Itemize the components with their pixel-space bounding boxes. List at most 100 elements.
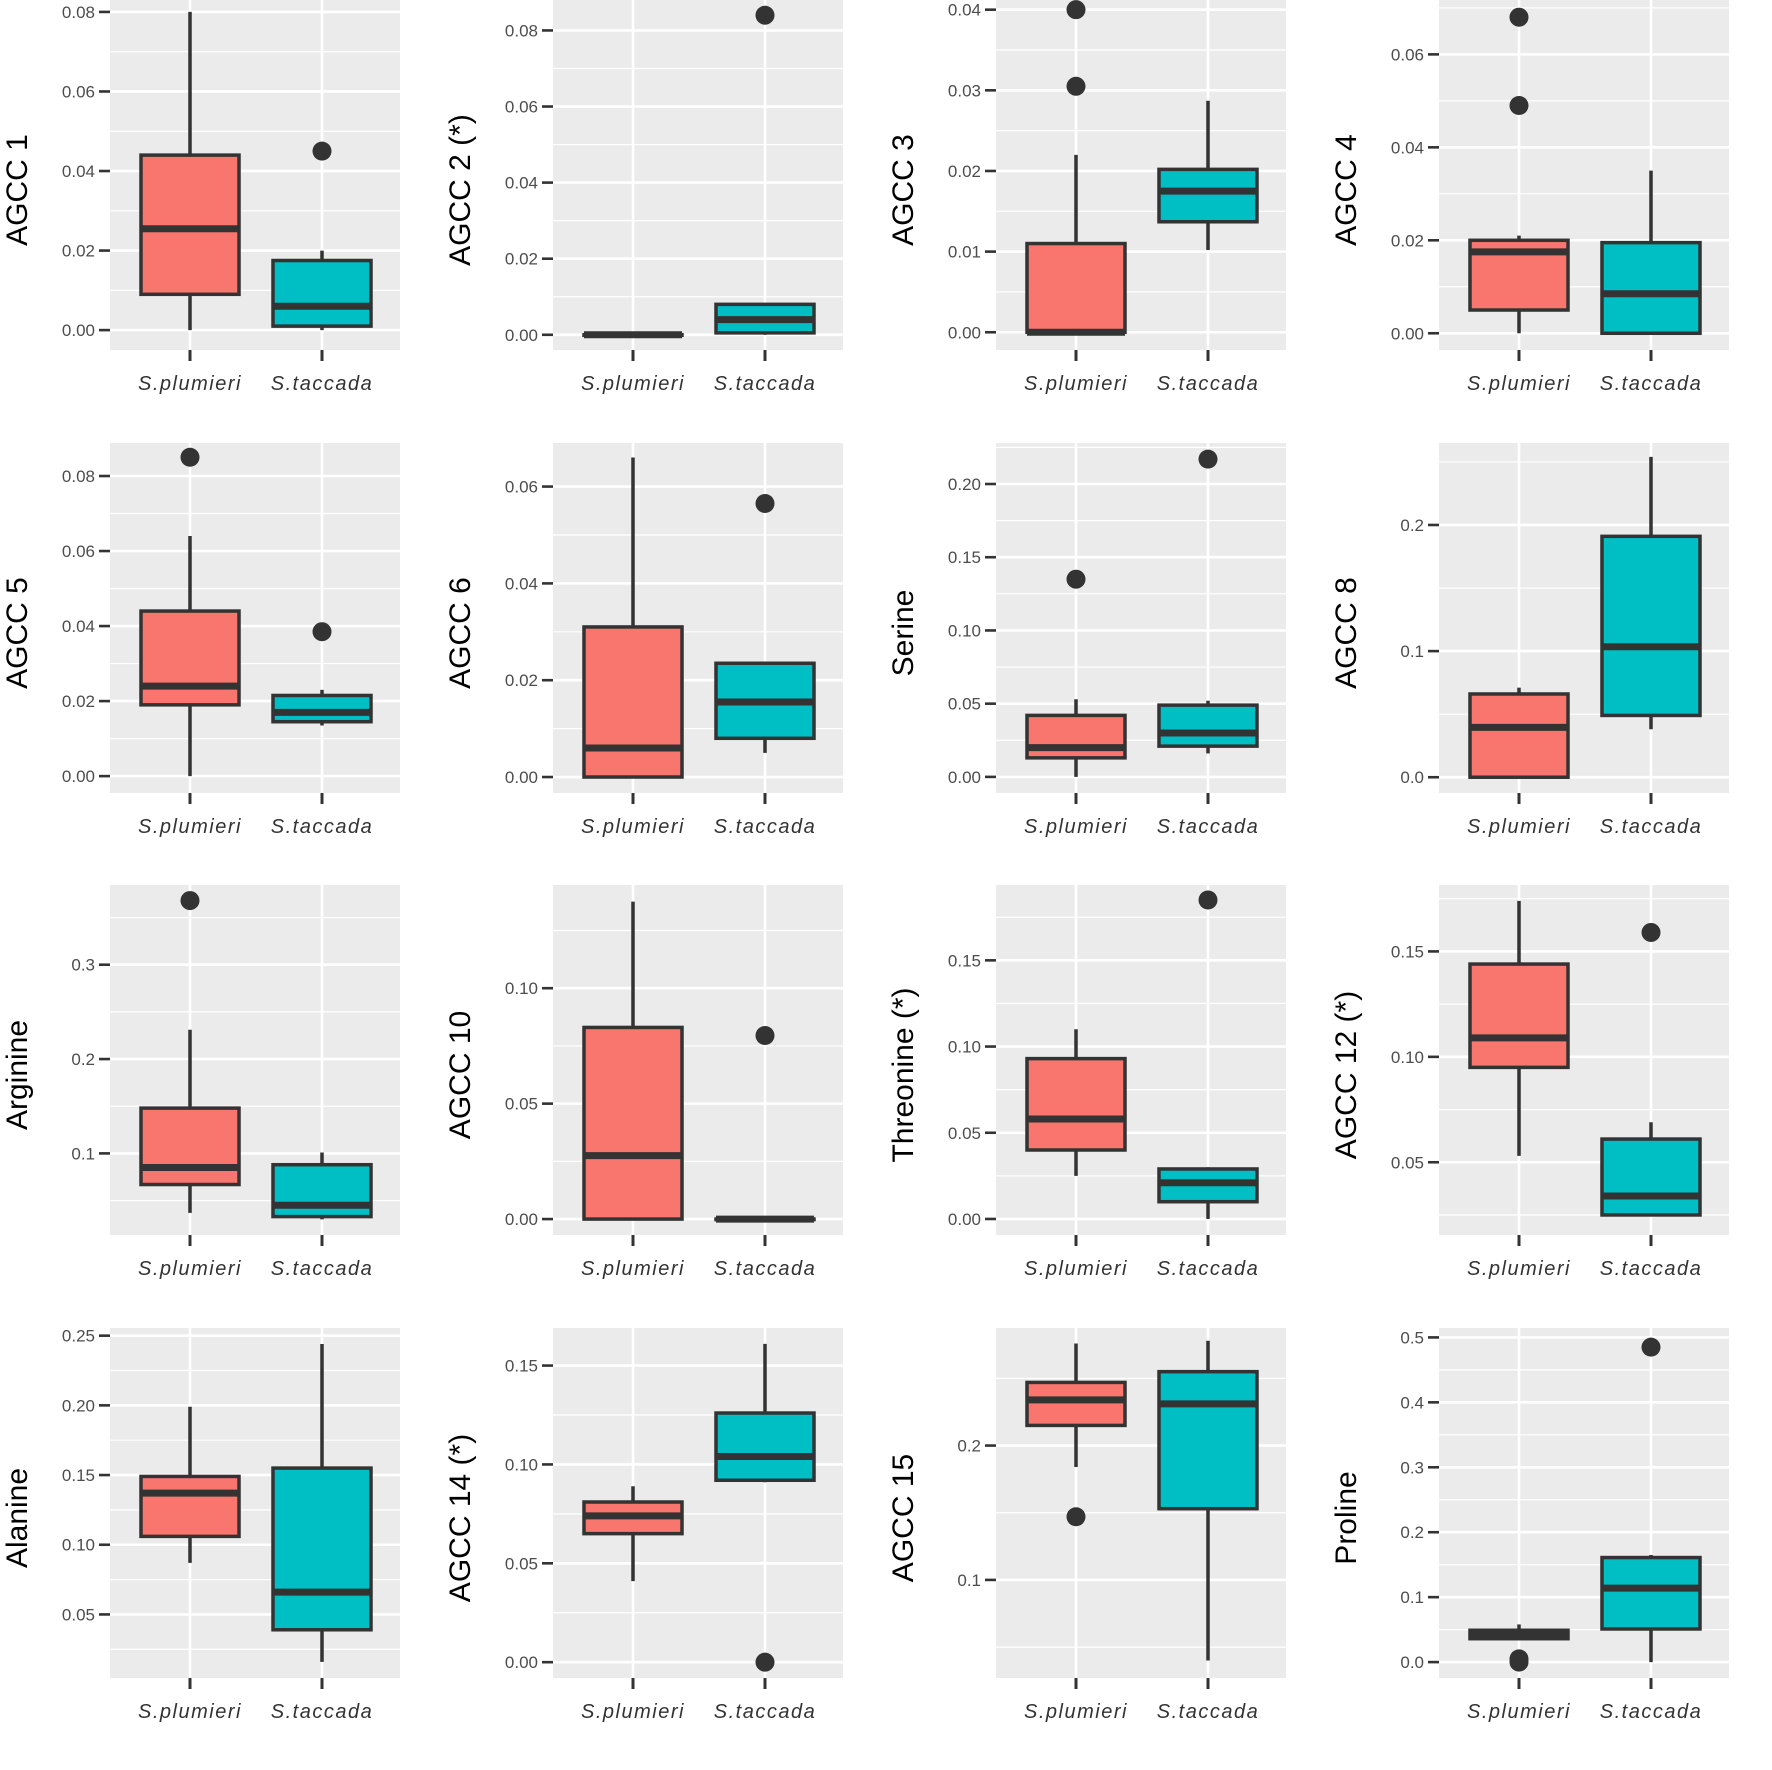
y-tick-label: 0.00 [1391,324,1424,343]
y-tick-label: 0.04 [62,617,95,636]
outlier-point [312,141,332,161]
outlier-point [1509,96,1529,116]
panel-agcc-4: 0.00 0.02 0.04 0.06 S.plumieri S.taccada AGCC … [1329,0,1772,443]
y-tick-label: 0.1 [1400,642,1424,661]
x-tick-label: S.taccada [271,373,373,395]
iqr-box [271,258,373,328]
iqr-box [271,1162,373,1219]
x-tick-label: S.taccada [714,1258,816,1280]
y-axis-title: Threonine (*) [887,987,920,1162]
y-tick-label: 0.20 [948,475,981,494]
y-tick-label: 0.04 [505,174,538,193]
boxplot-svg: 0.00 0.02 0.04 0.06 S.plumieri S.taccada AGCC … [1330,0,1729,395]
box-s-plumieri [139,891,241,1213]
x-tick-label: S.plumieri [1467,1701,1571,1723]
outlier-point [1198,890,1218,910]
y-tick-label: 0.00 [948,323,981,342]
y-tick-label: 0.15 [505,1356,538,1375]
boxplot-svg: 0.1 0.2 0.3 S.plumieri S.taccada Arginine [1,885,400,1280]
x-tick-label: S.plumieri [1467,373,1571,395]
y-tick-label: 0.00 [948,767,981,786]
y-tick-label: 0.10 [1391,1048,1424,1067]
y-tick-label: 0.04 [505,574,538,593]
y-axis-title: AGCC 2 (*) [444,114,477,266]
y-tick-label: 0.15 [948,951,981,970]
box-s-plumieri [1025,1342,1127,1526]
y-axis-title: AGCC 1 [1,134,34,246]
box-s-taccada [1157,1340,1259,1661]
y-tick-label: 0.08 [62,3,95,22]
x-tick-label: S.taccada [714,816,816,838]
outlier-point [180,891,200,911]
boxplot-svg: 0.00 0.02 0.04 0.06 0.08 S.plumieri S.taccada A… [444,0,843,395]
x-tick-label: S.taccada [1157,1701,1259,1723]
outlier-point [1641,1337,1661,1357]
x-tick-label: S.taccada [1157,373,1259,395]
outlier-point [1066,76,1086,96]
y-tick-label: 0.2 [1400,1523,1424,1542]
iqr-box [1157,167,1259,224]
iqr-box [139,1474,241,1538]
y-tick-label: 0.06 [62,82,95,101]
x-tick-label: S.taccada [714,373,816,395]
boxplot-svg: 0.00 0.02 0.04 0.06 0.08 S.plumieri S.taccada A… [1,442,400,838]
outlier-point [1509,1648,1529,1668]
box-s-taccada [1600,456,1702,729]
y-tick-label: 0.1 [1400,1588,1424,1607]
y-tick-label: 0.05 [948,694,981,713]
x-tick-label: S.plumieri [581,816,685,838]
iqr-box [714,1410,816,1482]
boxplot-svg: 0.00 0.05 0.10 0.15 S.plumieri S.taccada AGCC … [444,1327,843,1723]
panel-agcc-15: 0.1 0.2 S.plumieri S.taccada AGCC 15 [886,1327,1329,1770]
boxplot-svg: 0.0 0.1 0.2 0.3 0.4 0.5 S.plumieri S.taccada Pro… [1330,1327,1729,1723]
y-tick-label: 0.05 [1391,1153,1424,1172]
panel-agcc-8: 0.0 0.1 0.2 S.plumieri S.taccada AGCC 8 [1329,442,1772,886]
boxplot-svg: 0.00 0.05 0.10 0.15 S.plumieri S.taccada Threo… [887,885,1286,1280]
box-s-plumieri [1468,687,1570,779]
y-tick-label: 0.02 [505,671,538,690]
x-tick-label: S.plumieri [1467,816,1571,838]
iqr-box [1025,1380,1127,1427]
y-axis-title: AGCC 4 [1330,134,1363,246]
x-tick-label: S.plumieri [1024,373,1128,395]
y-axis-title: AGCC 15 [887,1453,920,1581]
x-tick-label: S.plumieri [138,1701,242,1723]
iqr-box [1157,1369,1259,1510]
box-s-taccada [271,1343,373,1662]
panel-threonine: 0.00 0.05 0.10 0.15 S.plumieri S.taccada Threo… [886,885,1329,1328]
box-s-plumieri [139,1406,241,1563]
y-axis-title: AGCC 3 [887,134,920,246]
box-s-taccada [1157,449,1259,753]
boxplot-svg: 0.05 0.10 0.15 0.20 0.25 S.plumieri S.taccada A… [1,1327,400,1723]
x-tick-label: S.taccada [1157,816,1259,838]
outlier-point [755,493,775,513]
outlier-point [755,5,775,25]
panel-agcc-3: 0.00 0.01 0.02 0.03 0.04 S.plumieri S.taccada A… [886,0,1329,443]
box-s-plumieri [582,331,684,339]
y-tick-label: 0.06 [505,477,538,496]
box-s-plumieri [1468,900,1570,1156]
boxplot-svg: 0.00 0.02 0.04 0.06 0.08 S.plumieri S.taccada A… [1,0,400,395]
box-s-taccada [714,493,816,753]
y-axis-title: AGCC 10 [444,1011,477,1139]
iqr-box [1468,691,1570,779]
y-tick-label: 0.05 [62,1605,95,1624]
y-tick-label: 0.08 [62,467,95,486]
outlier-point [180,447,200,467]
y-tick-label: 0.1 [957,1570,981,1589]
box-s-plumieri [1025,1029,1127,1176]
x-tick-label: S.taccada [1600,373,1702,395]
box-s-plumieri [1025,569,1127,777]
x-tick-label: S.taccada [1157,1258,1259,1280]
y-tick-label: 0.06 [1391,45,1424,64]
box-s-taccada [1157,890,1259,1219]
x-tick-label: S.plumieri [1467,1258,1571,1280]
iqr-box [1025,713,1127,760]
y-tick-label: 0.00 [505,326,538,345]
box-s-plumieri [139,447,241,776]
x-tick-label: S.plumieri [1024,1258,1128,1280]
box-s-taccada [1600,1337,1702,1662]
y-axis-title: AGCC 14 (*) [444,1433,477,1601]
panel-agcc-14: 0.00 0.05 0.10 0.15 S.plumieri S.taccada AGCC … [443,1327,886,1770]
x-tick-label: S.plumieri [138,373,242,395]
